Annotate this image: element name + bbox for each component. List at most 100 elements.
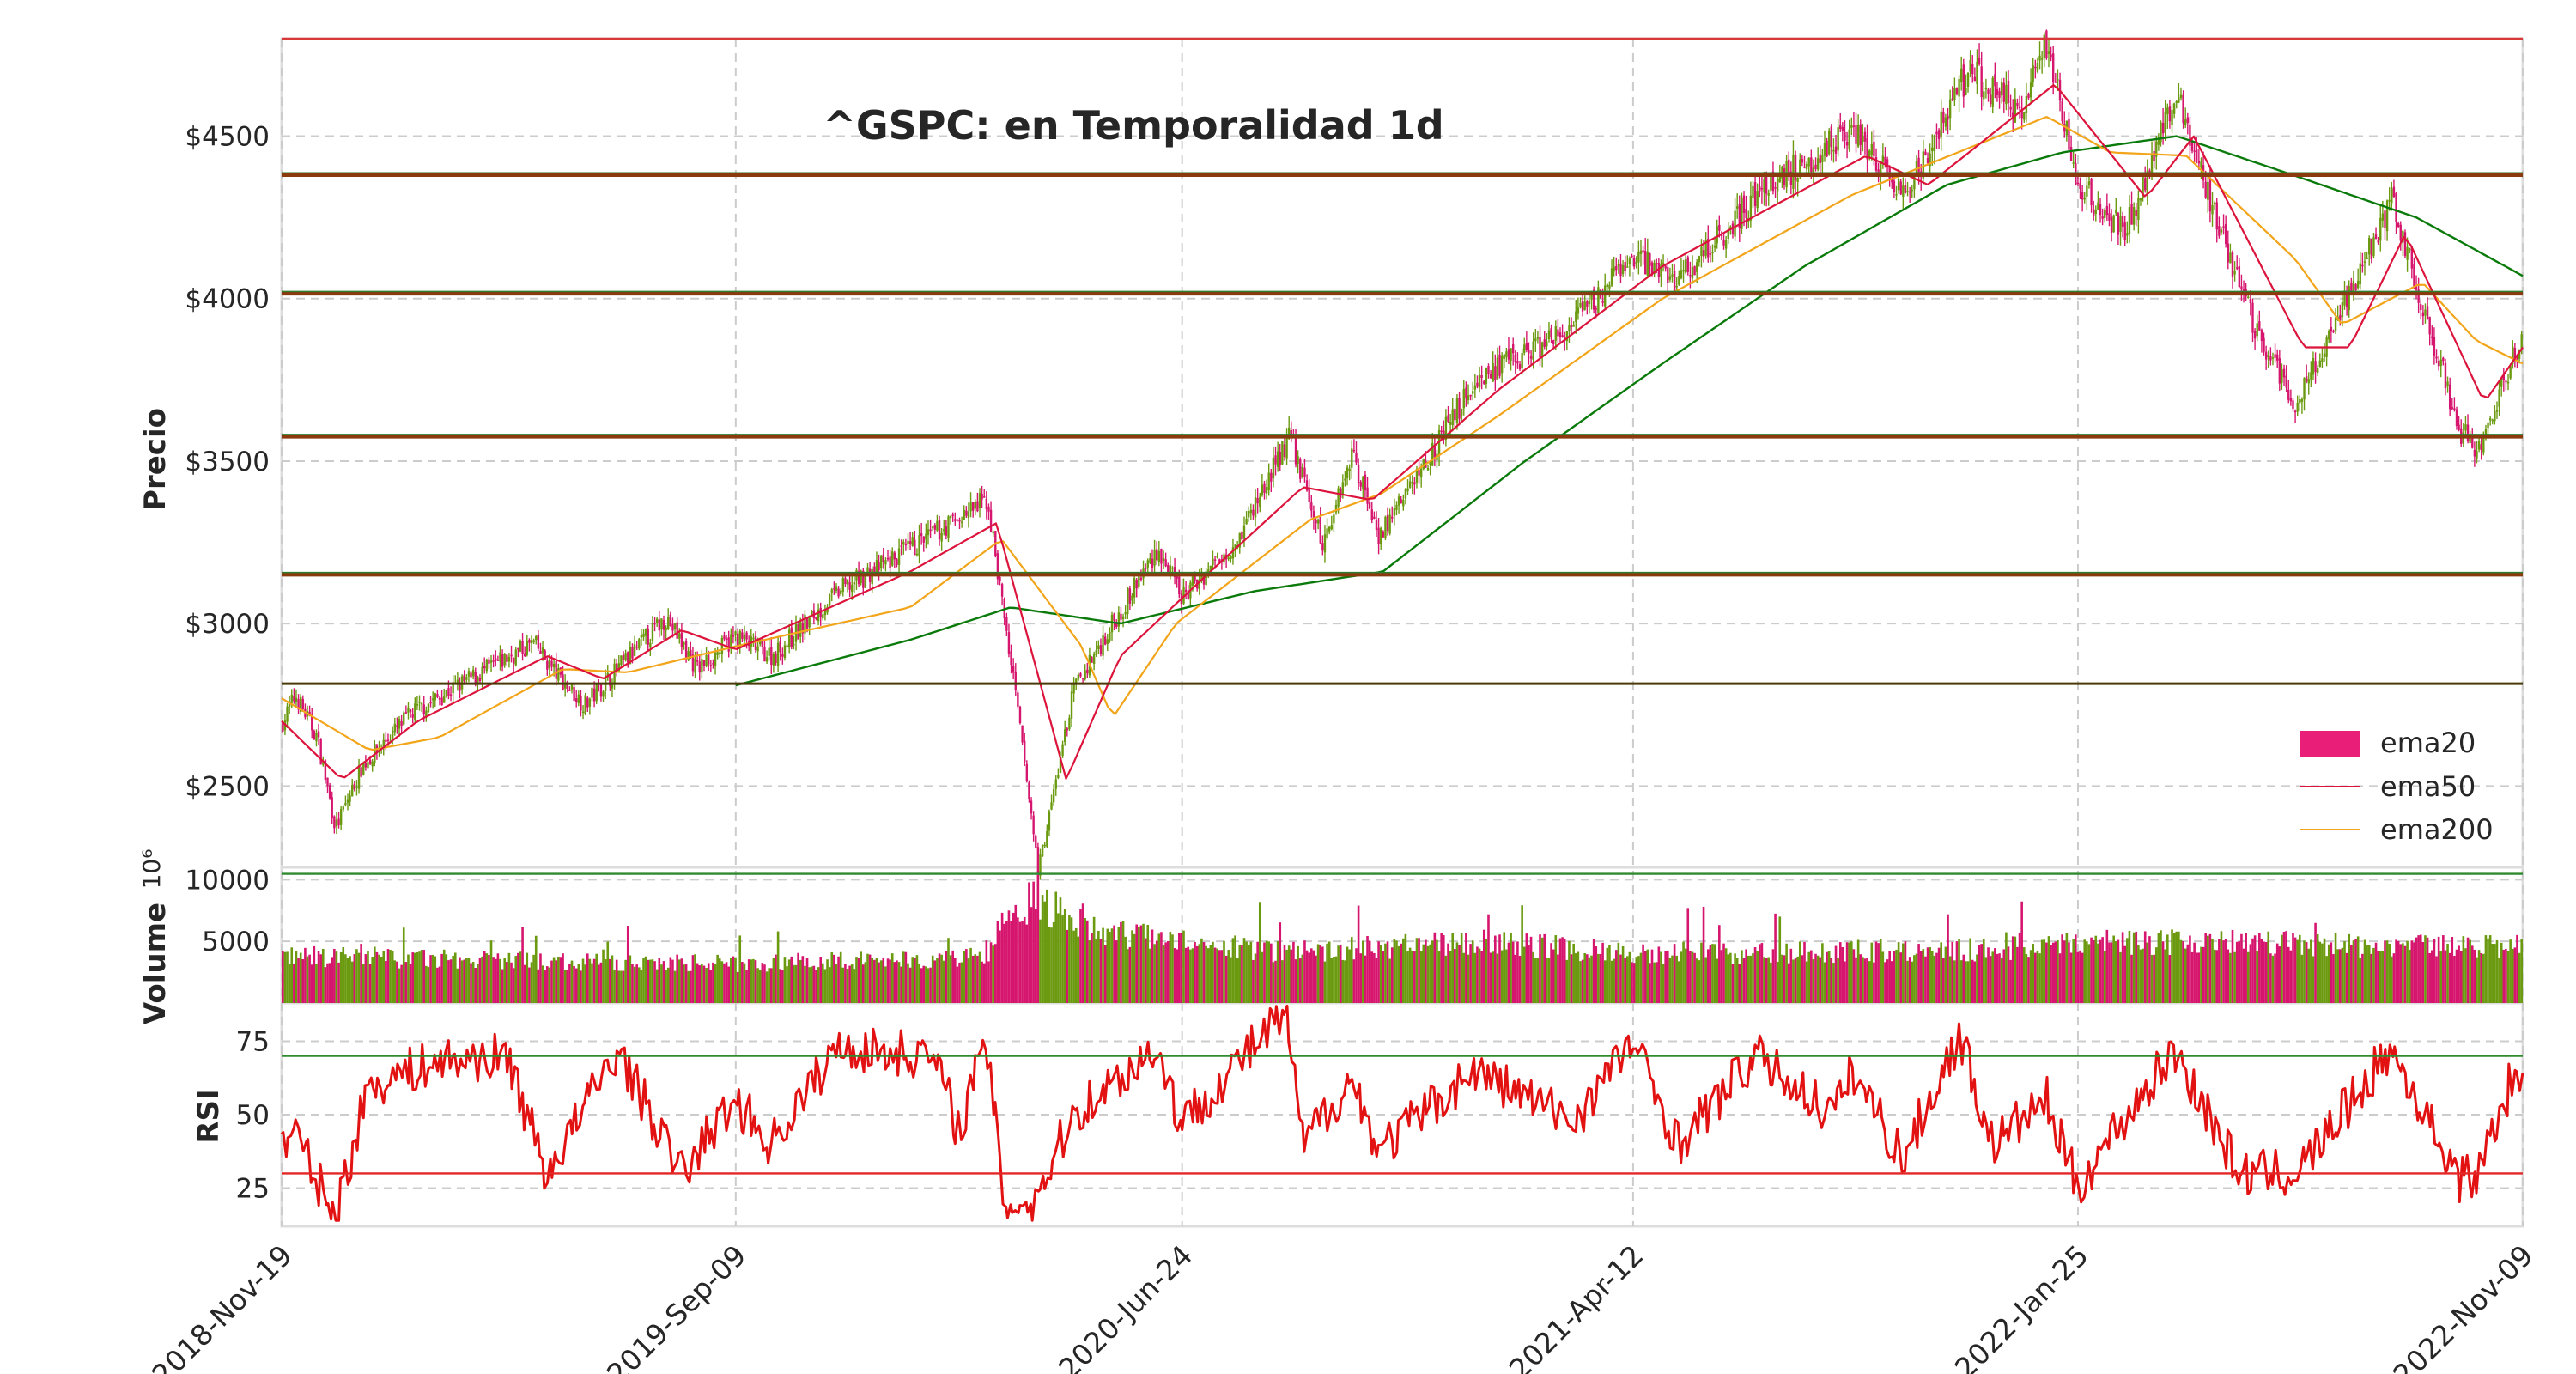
legend-label-ema50: ema50 — [2380, 770, 2476, 803]
price-candle-body — [1821, 155, 1824, 162]
price-candle-body — [2505, 380, 2507, 383]
volume-bar — [1919, 951, 1923, 1003]
price-candle-body — [1959, 68, 1963, 82]
price-candle-body — [1455, 398, 1459, 423]
volume-bar — [1476, 946, 1479, 1003]
volume-bar — [1671, 955, 1674, 1003]
price-candle-body — [1819, 154, 1821, 164]
price-candle-body — [878, 562, 880, 570]
volume-bar — [2189, 935, 2191, 1003]
price-candle-body — [2227, 243, 2229, 263]
price-candle-body — [1018, 706, 1022, 724]
price-candle-body — [1447, 415, 1449, 422]
volume-bar — [1886, 959, 1889, 1003]
price-candle-body — [945, 526, 948, 536]
price-candle-body — [599, 684, 603, 697]
price-candle-body — [506, 654, 508, 662]
volume-bar — [823, 969, 827, 1003]
volume-bar — [2040, 939, 2044, 1003]
volume-bar — [2175, 931, 2178, 1003]
volume-bar — [577, 964, 580, 1003]
volume-bar — [1657, 946, 1661, 1003]
volume-bar — [1153, 944, 1156, 1003]
price-candle-body — [295, 697, 298, 702]
volume-bar — [1911, 961, 1914, 1003]
volume-bar — [2446, 943, 2449, 1003]
volume-bar — [1355, 948, 1358, 1003]
volume-bar — [2491, 944, 2494, 1003]
price-candle-body — [2299, 399, 2301, 404]
price-candle-body — [434, 693, 436, 701]
volume-bar — [304, 947, 307, 1003]
volume-bar — [765, 971, 769, 1003]
price-axis-label: Precio — [138, 408, 173, 511]
volume-ytick-label: 10000 — [185, 865, 270, 896]
price-candle-body — [1704, 240, 1707, 256]
price-candle-body — [1077, 674, 1080, 680]
price-candle-body — [1810, 157, 1813, 173]
volume-bar — [1821, 943, 1824, 1003]
price-candle-body — [1855, 125, 1857, 144]
price-candle-body — [2108, 213, 2111, 221]
price-candle-body — [884, 560, 887, 565]
price-candle-body — [429, 702, 432, 704]
volume-bar — [1131, 930, 1133, 1003]
volume-bar — [1030, 907, 1033, 1003]
price-candle-body — [1794, 154, 1797, 181]
volume-bar — [1966, 961, 1970, 1003]
volume-bar — [841, 967, 845, 1003]
price-candle-body — [694, 658, 696, 673]
volume-bar — [602, 949, 605, 1003]
volume-bar — [1856, 939, 1860, 1003]
price-candle-body — [1590, 293, 1593, 300]
volume-bar — [1066, 929, 1069, 1003]
price-candle-body — [862, 570, 865, 588]
price-candle-body — [1242, 525, 1246, 539]
price-candle-body — [1091, 657, 1093, 663]
price-candle-body — [1164, 559, 1167, 567]
price-candle-body — [2343, 290, 2346, 306]
volume-bar — [539, 953, 542, 1003]
price-candle-body — [2161, 122, 2165, 134]
price-candle-body — [1776, 178, 1779, 192]
volume-bar — [694, 954, 696, 1003]
volume-bar — [2081, 952, 2084, 1003]
price-candle-body — [1834, 146, 1838, 154]
volume-bar — [1103, 945, 1107, 1003]
price-candle-body — [1281, 441, 1284, 465]
price-candle-body — [768, 647, 770, 656]
price-candle-body — [1393, 508, 1396, 516]
volume-bar — [671, 959, 674, 1003]
volume-bar — [434, 956, 437, 1003]
price-candle-body — [2480, 444, 2482, 451]
price-candle-body — [1182, 587, 1185, 604]
price-candle-body — [2034, 66, 2037, 69]
price-candle-body — [1643, 251, 1647, 275]
volume-bar — [463, 959, 466, 1003]
volume-bar — [1498, 934, 1501, 1003]
volume-bar — [1546, 957, 1548, 1003]
volume-bar — [2354, 939, 2357, 1003]
price-candle-body — [1404, 489, 1407, 499]
volume-bar — [1373, 952, 1376, 1003]
price-candle-body — [1870, 144, 1873, 155]
price-candle-body — [1893, 180, 1896, 192]
price-candle-body — [2388, 199, 2391, 202]
price-candle-body — [1552, 340, 1555, 345]
price-candle-body — [2397, 222, 2400, 228]
volume-bar — [1327, 941, 1331, 1003]
price-candle-body — [1765, 175, 1768, 194]
volume-bar — [1281, 960, 1284, 1003]
price-candle-body — [2455, 409, 2458, 427]
price-candle-body — [1333, 514, 1335, 524]
price-candle-body — [860, 570, 862, 584]
volume-bar — [1489, 952, 1492, 1003]
price-candle-body — [817, 609, 820, 622]
price-candle-body — [2112, 215, 2115, 233]
volume-bar — [1583, 952, 1587, 1003]
volume-bar — [1944, 946, 1947, 1003]
price-candle-body — [1828, 131, 1831, 155]
volume-bar — [393, 960, 397, 1003]
price-candle-body — [445, 690, 448, 696]
price-candle-body — [1691, 266, 1694, 279]
